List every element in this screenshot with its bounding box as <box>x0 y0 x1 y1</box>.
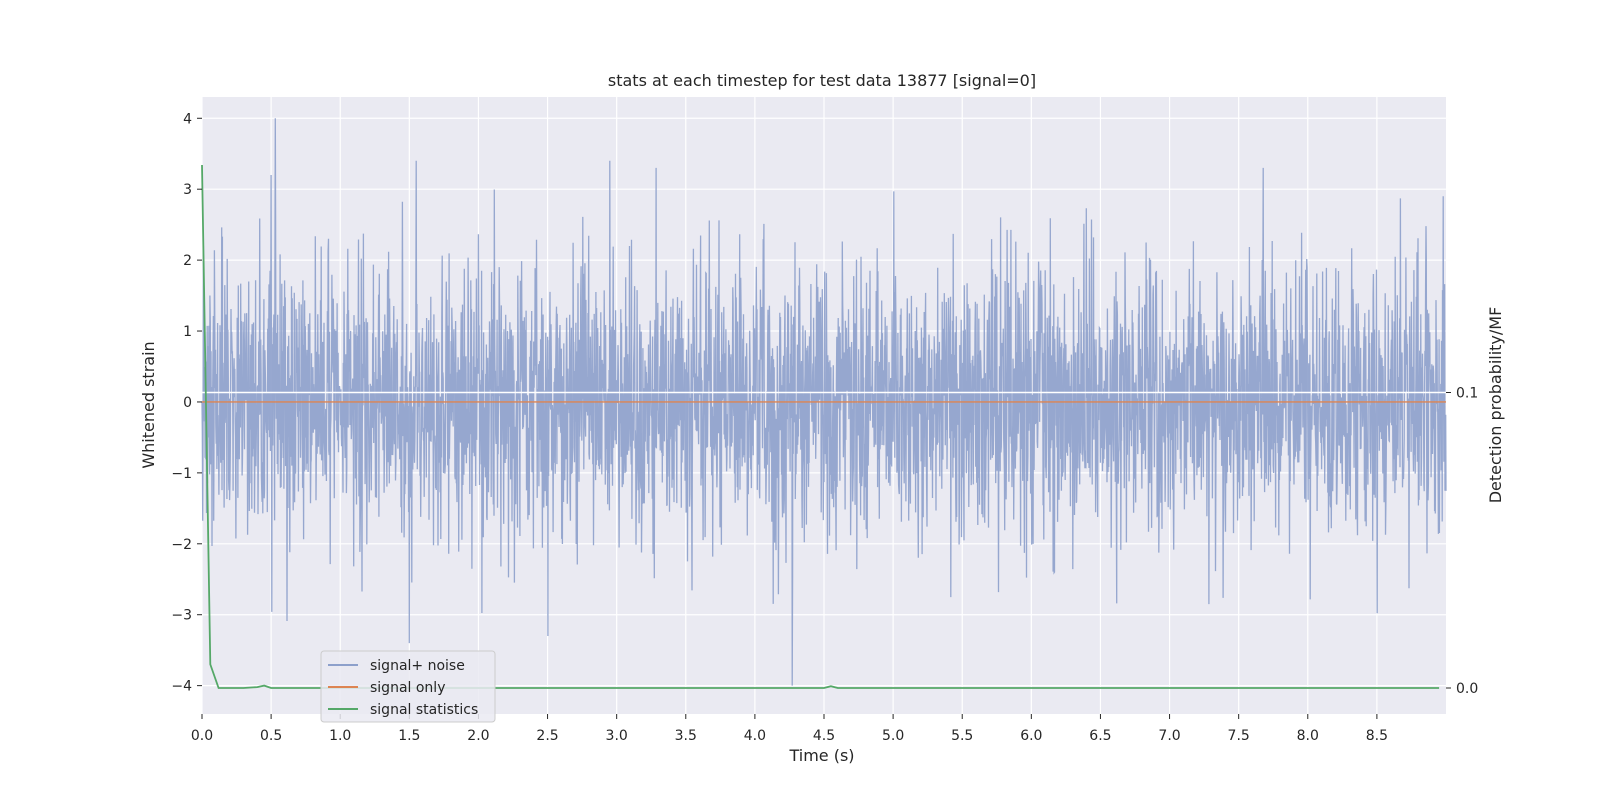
y-tick-label-5: −1 <box>171 466 192 482</box>
x-tick-label-9: 4.5 <box>813 728 835 744</box>
x-tick-label-8: 4.0 <box>744 728 766 744</box>
x-tick-label-13: 6.5 <box>1089 728 1111 744</box>
signal-noise-line <box>201 118 1447 686</box>
y2-axis-label: Detection probability/MF <box>1486 307 1505 504</box>
y-tick-label-8: −4 <box>171 679 192 695</box>
y-axis-ticks: 4 3 2 1 0 −1 −2 −3 −4 <box>171 111 202 695</box>
y-tick-label-6: −2 <box>171 537 192 553</box>
legend-box <box>320 650 496 723</box>
x-tick-label-12: 6.0 <box>1020 728 1042 744</box>
legend: signal+ noise signal only signal statist… <box>320 650 496 723</box>
x-tick-label-11: 5.5 <box>951 728 973 744</box>
legend-label-signal-only: signal only <box>370 680 445 696</box>
x-tick-label-16: 8.0 <box>1297 728 1319 744</box>
signal-statistics-line <box>201 164 1440 689</box>
x-tick-label-15: 7.5 <box>1228 728 1250 744</box>
y2-tick-label-0: 0.1 <box>1456 385 1478 401</box>
series-signal-noise <box>201 118 1447 686</box>
x-tick-label-1: 0.5 <box>260 728 282 744</box>
x-tick-label-2: 1.0 <box>329 728 351 744</box>
legend-label-signal-noise: signal+ noise <box>370 658 465 674</box>
x-axis-label: Time (s) <box>788 746 854 765</box>
x-tick-label-10: 5.0 <box>882 728 904 744</box>
x-tick-label-0: 0.0 <box>191 728 213 744</box>
x-tick-label-4: 2.0 <box>467 728 489 744</box>
legend-label-signal-statistics: signal statistics <box>370 702 478 718</box>
y-tick-label-0: 4 <box>183 111 192 127</box>
chart-title: stats at each timestep for test data 138… <box>608 71 1036 90</box>
y-tick-label-7: −3 <box>171 608 192 624</box>
y2-axis-ticks: 0.1 0.0 <box>1446 385 1478 697</box>
series-signal-statistics <box>201 164 1440 689</box>
x-tick-label-7: 3.5 <box>675 728 697 744</box>
x-tick-label-17: 8.5 <box>1366 728 1388 744</box>
y-tick-label-3: 1 <box>183 324 192 340</box>
x-tick-label-5: 2.5 <box>536 728 558 744</box>
y-axis-label: Whitened strain <box>139 341 158 468</box>
y-tick-label-1: 3 <box>183 182 192 198</box>
y-tick-label-2: 2 <box>183 253 192 269</box>
x-tick-label-14: 7.0 <box>1158 728 1180 744</box>
x-axis-ticks: 0.0 0.5 1.0 1.5 2.0 2.5 3.0 3.5 4.0 4.5 5.0 5.5 6.0 6… <box>191 714 1388 744</box>
x-tick-label-6: 3.0 <box>606 728 628 744</box>
x-tick-label-3: 1.5 <box>398 728 420 744</box>
y2-tick-label-1: 0.0 <box>1456 681 1478 697</box>
y-tick-label-4: 0 <box>183 395 192 411</box>
